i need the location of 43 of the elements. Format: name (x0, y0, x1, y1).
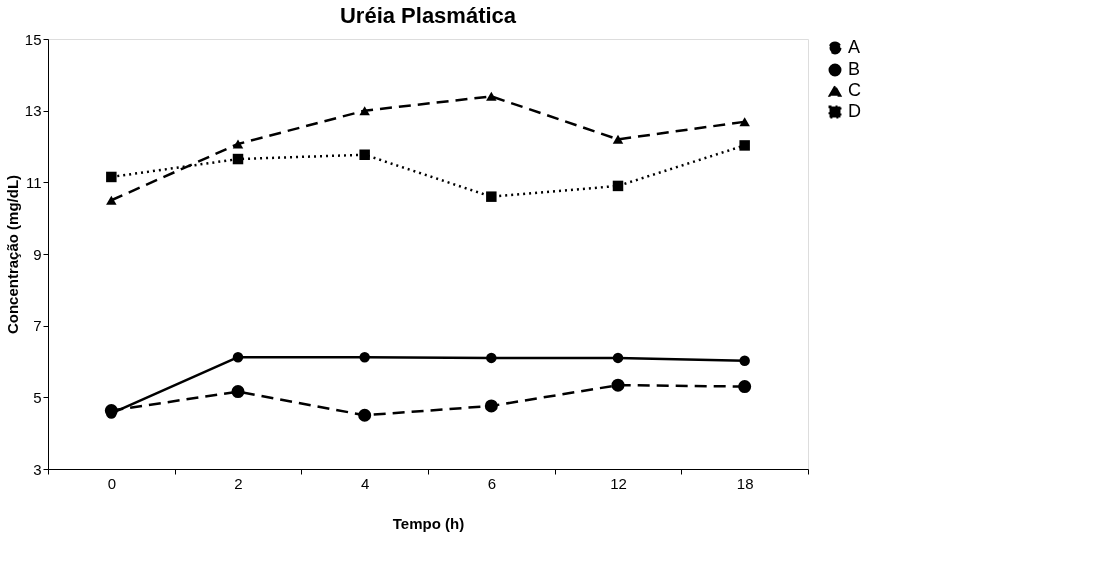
point (358, 408, 372, 422)
y-tick-label: 15 (24, 30, 42, 48)
point (486, 91, 497, 101)
point (484, 399, 498, 413)
x-tick-label: 2 (234, 474, 243, 492)
point (232, 139, 244, 149)
x-tick-label: 12 (610, 474, 627, 492)
y-tick-label: 5 (33, 388, 42, 406)
point (739, 117, 750, 127)
point (612, 134, 624, 144)
point (612, 180, 624, 192)
legend-label: B (848, 59, 861, 79)
chart-title: Uréia Plasmática (339, 3, 517, 28)
point (104, 404, 118, 418)
y-axis-title: Concentração (mg/dL) (3, 174, 21, 335)
x-tick-label: 0 (107, 474, 117, 492)
x-tick-label: 18 (736, 474, 754, 492)
y-tick-label: 7 (33, 317, 42, 335)
point (486, 191, 497, 202)
y-tick-label: 3 (33, 460, 42, 478)
point (231, 385, 245, 399)
y-tick-label: 13 (24, 102, 42, 120)
y-tick-label: 11 (25, 173, 42, 191)
point (738, 380, 752, 394)
x-axis-title: Tempo (h) (392, 514, 465, 532)
point (612, 352, 624, 364)
point (359, 351, 370, 363)
point (739, 140, 750, 151)
point (232, 351, 244, 363)
x-tick-label: 6 (487, 474, 497, 492)
point (359, 149, 370, 160)
point (739, 355, 750, 367)
x-tick-label: 4 (360, 474, 370, 492)
y-tick-label: 9 (33, 245, 42, 263)
point (106, 171, 117, 183)
point (359, 106, 370, 116)
legend-label: A (848, 37, 861, 57)
point (486, 352, 497, 364)
point (232, 153, 244, 165)
legend-label: D (848, 101, 861, 121)
point (106, 195, 117, 205)
point (611, 378, 625, 392)
legend-label: C (848, 80, 861, 100)
